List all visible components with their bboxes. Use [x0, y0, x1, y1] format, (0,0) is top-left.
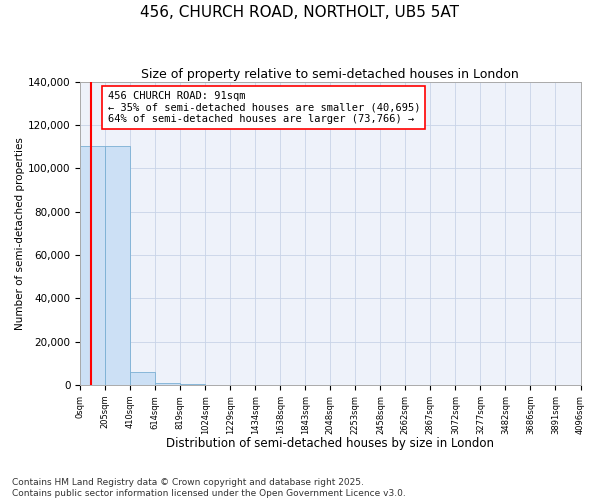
Text: Contains HM Land Registry data © Crown copyright and database right 2025.
Contai: Contains HM Land Registry data © Crown c…: [12, 478, 406, 498]
Text: 456 CHURCH ROAD: 91sqm
← 35% of semi-detached houses are smaller (40,695)
64% of: 456 CHURCH ROAD: 91sqm ← 35% of semi-det…: [107, 91, 420, 124]
Y-axis label: Number of semi-detached properties: Number of semi-detached properties: [15, 137, 25, 330]
Bar: [80, 146, 105, 385]
Title: Size of property relative to semi-detached houses in London: Size of property relative to semi-detach…: [142, 68, 519, 80]
Bar: [180, 384, 205, 385]
Bar: [155, 382, 180, 385]
Bar: [205, 384, 230, 385]
X-axis label: Distribution of semi-detached houses by size in London: Distribution of semi-detached houses by …: [166, 437, 494, 450]
Bar: [130, 372, 155, 385]
Bar: [105, 146, 130, 385]
Text: 456, CHURCH ROAD, NORTHOLT, UB5 5AT: 456, CHURCH ROAD, NORTHOLT, UB5 5AT: [140, 5, 460, 20]
